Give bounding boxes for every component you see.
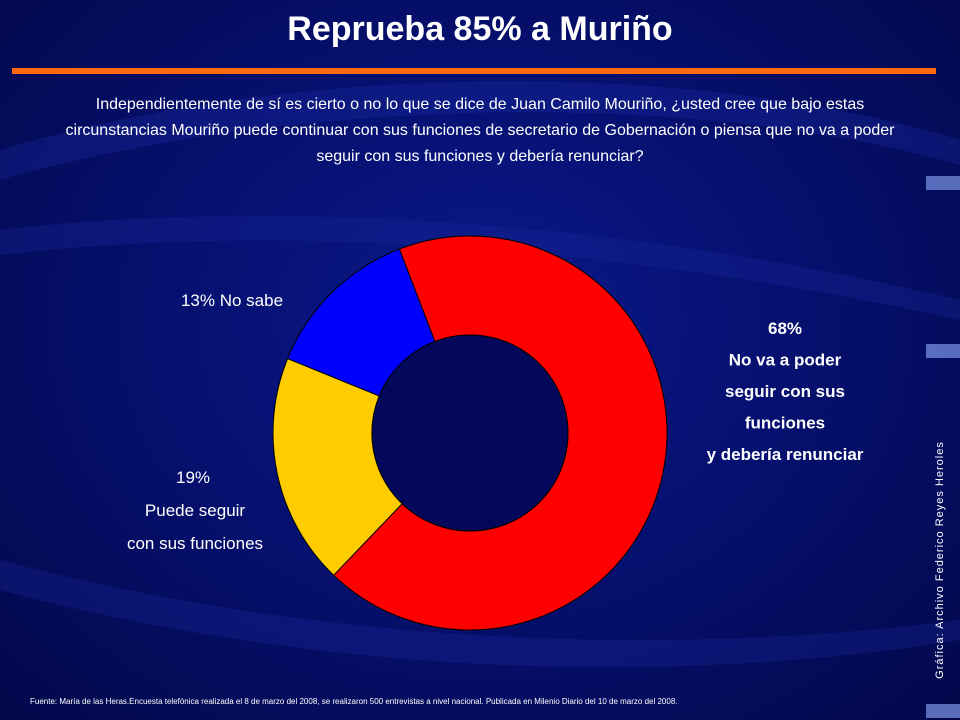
decor-bar-3 [926,704,960,718]
slice-no-sabe-label-line: 13% No sabe [181,291,283,310]
decor-bar-1 [926,176,960,190]
slice-renunciar-label-line: funciones [745,414,825,433]
slice-renunciar-label-line: y debería renunciar [707,445,864,464]
source-note: Fuente: María de las Heras.Encuesta tele… [30,697,678,706]
slice-seguir-label-line: con sus funciones [127,534,263,553]
title-divider [12,68,936,74]
credit-vertical: Gráfica: Archivo Federico Reyes Heroles [934,441,946,679]
slice-seguir-label-line: 19% [176,468,210,487]
slice-renunciar-label-line: No va a poder [729,351,842,370]
slice-seguir-label-line: Puede seguir [145,501,246,520]
slice-renunciar-label-line: seguir con sus [725,382,845,401]
survey-question: Independientemente de sí es cierto o no … [65,96,895,165]
slice-renunciar-label-line: 68% [768,319,802,338]
donut-hole [371,334,569,532]
page-title: Reprueba 85% a Muriño [287,10,673,48]
decor-bar-2 [926,344,960,358]
